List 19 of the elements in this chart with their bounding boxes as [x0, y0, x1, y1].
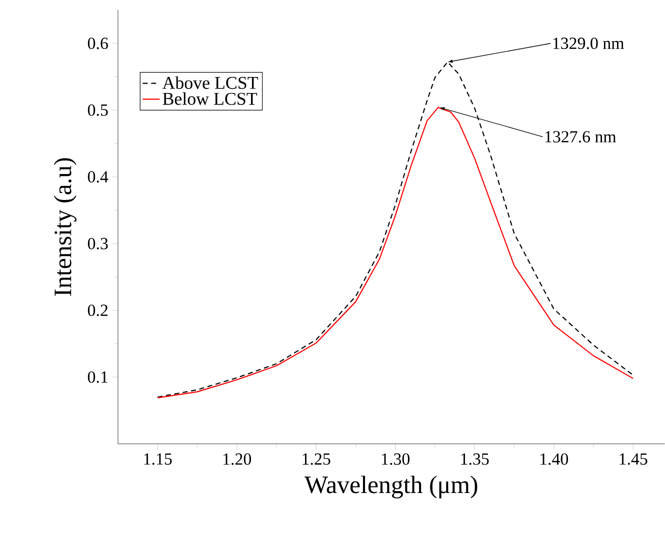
x-tick-label: 1.45: [620, 453, 648, 465]
x-axis-title: Wavelength (μm): [304, 476, 478, 498]
y-tick-label: 0.5: [88, 104, 108, 116]
y-axis-title: Intensity (a.u): [54, 158, 76, 296]
x-tick-label: 1.40: [540, 453, 568, 465]
legend-label: Above LCST: [162, 76, 258, 90]
x-tick-label: 1.15: [144, 453, 172, 465]
y-tick-label: 0.6: [88, 38, 108, 50]
y-tick-label: 0.1: [88, 371, 108, 383]
x-tick-label: 1.30: [382, 453, 410, 465]
legend-label: Below LCST: [162, 92, 258, 105]
x-tick-label: 1.25: [302, 453, 330, 465]
y-tick-label: 0.3: [88, 238, 108, 250]
x-tick-label: 1.35: [461, 453, 489, 465]
y-tick-label: 0.4: [88, 171, 108, 183]
annotation: 1327.6 nm: [545, 131, 616, 143]
annotation: 1329.0 nm: [553, 38, 624, 50]
x-tick-label: 1.20: [224, 453, 252, 465]
y-tick-label: 0.2: [88, 304, 108, 316]
